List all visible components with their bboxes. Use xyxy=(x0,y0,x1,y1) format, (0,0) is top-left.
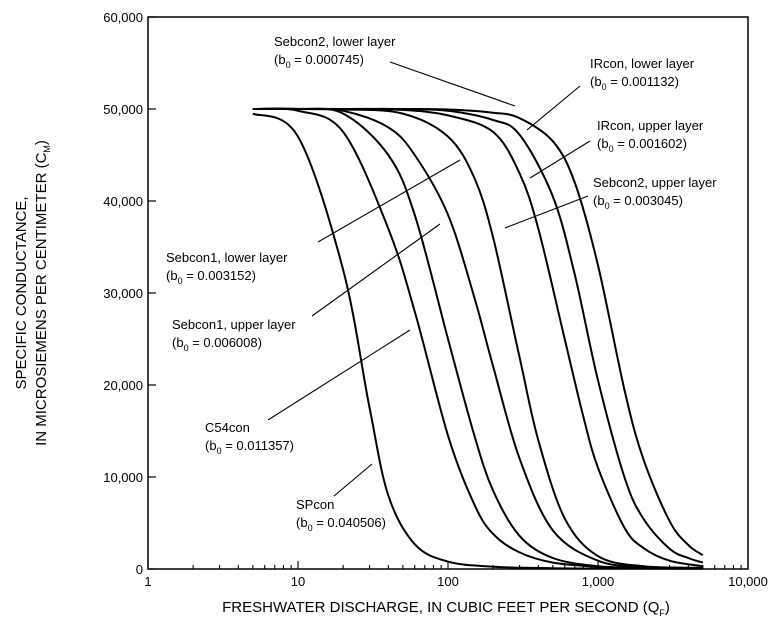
annotation-coef-spcon: (b0 = 0.040506) xyxy=(296,515,386,533)
y-tick-label: 60,000 xyxy=(103,10,143,25)
y-tick-label: 30,000 xyxy=(103,286,143,301)
annotation-coef-sebcon1-upper-layer: (b0 = 0.006008) xyxy=(172,335,262,353)
y-axis-title: SPECIFIC CONDUCTANCE, IN MICROSIEMENS PE… xyxy=(13,140,52,446)
annotations: Sebcon2, lower layer (b0 = 0.000745) IRcon… xyxy=(166,34,717,533)
annotation-coef-sebcon1-lower-layer: (b0 = 0.003152) xyxy=(166,268,256,286)
annotation-coef-sebcon2-lower-layer: (b0 = 0.000745) xyxy=(274,52,364,70)
x-axis-title: FRESHWATER DISCHARGE, IN CUBIC FEET PER … xyxy=(222,599,670,618)
annotation-label-sebcon1-upper-layer: Sebcon1, upper layer xyxy=(172,317,296,332)
x-tick-label: 10,000 xyxy=(728,574,768,589)
plot-frame xyxy=(147,16,749,570)
leader-line-sebcon2-lower-layer xyxy=(389,61,516,107)
annotation-label-ircon-lower-layer: IRcon, lower layer xyxy=(590,56,695,71)
series-line-sebcon2-lower-layer xyxy=(252,107,704,557)
leader-line-ircon-lower-layer xyxy=(526,85,581,131)
y-axis-title-line2: IN MICROSIEMENS PER CENTIMETER (CM) xyxy=(33,140,52,446)
annotation-coef-ircon-upper-layer: (b0 = 0.001602) xyxy=(597,136,687,154)
series-line-sebcon2-upper-layer xyxy=(252,107,703,569)
annotation-coef-c54con: (b0 = 0.011357) xyxy=(205,438,294,456)
curves xyxy=(252,107,704,570)
y-tick-label: 20,000 xyxy=(103,378,143,393)
annotation-label-spcon: SPcon xyxy=(296,497,334,512)
annotation-label-ircon-upper-layer: IRcon, upper layer xyxy=(597,118,704,133)
annotation-label-sebcon2-upper-layer: Sebcon2, upper layer xyxy=(593,175,717,190)
x-tick-label: 10 xyxy=(291,574,305,589)
leader-line-sebcon2-upper-layer xyxy=(504,195,589,229)
y-tick-label: 50,000 xyxy=(103,102,143,117)
y-tick-label: 40,000 xyxy=(103,194,143,209)
x-tick-label: 1 xyxy=(144,574,151,589)
leader-line-sebcon1-lower-layer xyxy=(317,159,461,243)
annotation-label-sebcon1-lower-layer: Sebcon1, lower layer xyxy=(166,250,288,265)
x-tick-label: 1,000 xyxy=(582,574,615,589)
annotation-label-sebcon2-lower-layer: Sebcon2, lower layer xyxy=(274,34,396,49)
series-line-sebcon1-upper-layer xyxy=(252,107,703,570)
leader-line-c54con xyxy=(267,329,411,421)
ticks: 0 10,000 20,000 30,000 40,000 50,000 60,000 1 10… xyxy=(103,10,768,589)
y-tick-label: 0 xyxy=(136,562,143,577)
leader-line-spcon xyxy=(333,463,373,497)
annotation-coef-ircon-lower-layer: (b0 = 0.001132) xyxy=(590,74,679,92)
leader-line-ircon-upper-layer xyxy=(529,140,591,179)
annotation-coef-sebcon2-upper-layer: (b0 = 0.003045) xyxy=(593,193,683,211)
series-line-sebcon1-lower-layer xyxy=(252,107,703,570)
y-axis-title-line1: SPECIFIC CONDUCTANCE, xyxy=(13,196,30,389)
x-tick-label: 100 xyxy=(437,574,459,589)
y-tick-label: 10,000 xyxy=(103,470,143,485)
annotation-label-c54con: C54con xyxy=(205,420,250,435)
series-line-spcon xyxy=(252,112,703,570)
leader-line-sebcon1-upper-layer xyxy=(311,223,441,317)
